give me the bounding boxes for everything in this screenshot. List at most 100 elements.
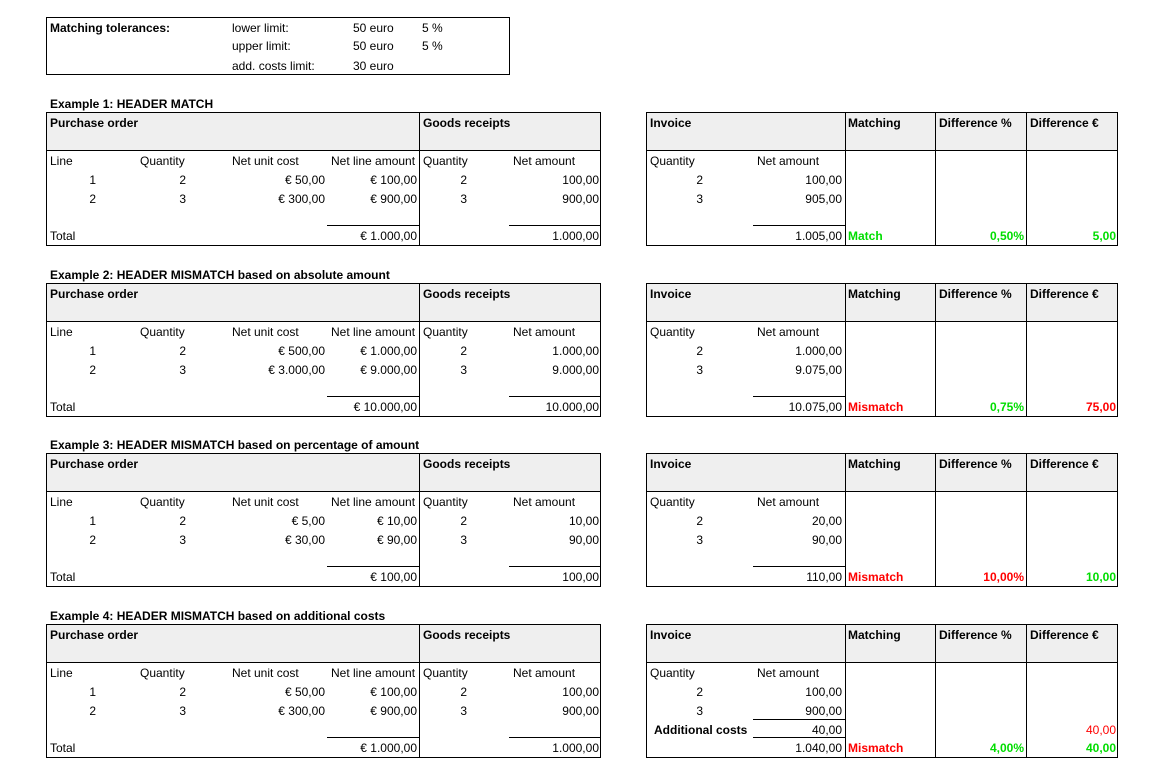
quantity-col-header: Quantity bbox=[140, 154, 185, 168]
po-quantity: 3 bbox=[179, 533, 186, 547]
col-divider bbox=[1026, 453, 1027, 587]
matching-result: Mismatch bbox=[848, 570, 904, 584]
quantity-col-header: Quantity bbox=[140, 325, 185, 339]
tolerance-label: upper limit: bbox=[232, 39, 291, 53]
po-unit-cost: € 30,00 bbox=[284, 533, 325, 547]
col-divider bbox=[935, 283, 936, 417]
col-divider bbox=[845, 453, 846, 587]
inv-sum-line bbox=[753, 396, 845, 397]
po-sum-line bbox=[327, 225, 419, 226]
header-divider bbox=[646, 662, 1118, 663]
gr-net-amount-col-header: Net amount bbox=[513, 666, 576, 680]
header-band bbox=[47, 284, 600, 322]
invoice-box bbox=[646, 624, 1118, 758]
po-line-number: 2 bbox=[89, 704, 96, 718]
difference-eur-value: 10,00 bbox=[1085, 570, 1116, 584]
unit-cost-col-header: Net unit cost bbox=[232, 495, 299, 509]
gr-amount: 900,00 bbox=[562, 704, 599, 718]
col-divider bbox=[1026, 112, 1027, 246]
tolerances-title: Matching tolerances: bbox=[50, 21, 171, 35]
po-sum-line bbox=[327, 737, 419, 738]
col-divider bbox=[935, 112, 936, 246]
header-band bbox=[647, 625, 1117, 663]
quantity-col-header: Quantity bbox=[140, 666, 185, 680]
inv-amount: 100,00 bbox=[805, 173, 842, 187]
po-header: Purchase order bbox=[50, 628, 139, 642]
invoice-header: Invoice bbox=[650, 116, 692, 130]
total-label: Total bbox=[50, 570, 76, 584]
matching-result: Mismatch bbox=[848, 400, 904, 414]
po-quantity: 2 bbox=[179, 514, 186, 528]
inv-amount: 905,00 bbox=[805, 192, 842, 206]
inv-quantity-col-header: Quantity bbox=[650, 666, 695, 680]
gr-sum-line bbox=[509, 396, 601, 397]
po-line-number: 1 bbox=[89, 514, 96, 528]
line-amount-col-header: Net line amount bbox=[331, 154, 416, 168]
invoice-header: Invoice bbox=[650, 287, 692, 301]
gr-sum-line bbox=[509, 566, 601, 567]
header-divider bbox=[46, 491, 601, 492]
inv-quantity: 2 bbox=[696, 344, 703, 358]
po-unit-cost: € 3.000,00 bbox=[268, 363, 325, 377]
inv-net-amount-col-header: Net amount bbox=[757, 154, 820, 168]
gr-total: 1.000,00 bbox=[552, 741, 599, 755]
difference-eur-value: 40,00 bbox=[1085, 741, 1116, 755]
po-header: Purchase order bbox=[50, 287, 139, 301]
gr-net-amount-col-header: Net amount bbox=[513, 325, 576, 339]
po-quantity: 2 bbox=[179, 685, 186, 699]
tolerances-box bbox=[46, 17, 510, 75]
inv-total: 110,00 bbox=[806, 570, 842, 584]
po-line-amount: € 900,00 bbox=[370, 704, 417, 718]
header-band bbox=[47, 113, 600, 151]
header-band bbox=[647, 284, 1117, 322]
po-quantity: 3 bbox=[179, 704, 186, 718]
gr-sum-line bbox=[509, 225, 601, 226]
header-band bbox=[47, 454, 600, 492]
gr-quantity: 2 bbox=[460, 173, 467, 187]
difference-pct-value: 10,00% bbox=[983, 570, 1024, 584]
inv-amount: 900,00 bbox=[805, 704, 842, 718]
difference-pct-header: Difference % bbox=[939, 628, 1012, 642]
tolerance-amount: 30 euro bbox=[353, 59, 394, 73]
gr-quantity: 3 bbox=[460, 363, 467, 377]
gr-quantity-col-header: Quantity bbox=[423, 154, 468, 168]
line-col-header: Line bbox=[50, 154, 73, 168]
po-sum-line bbox=[327, 396, 419, 397]
po-gr-box bbox=[46, 112, 601, 246]
tolerance-amount: 50 euro bbox=[353, 21, 394, 35]
inv-quantity-col-header: Quantity bbox=[650, 154, 695, 168]
gr-quantity-col-header: Quantity bbox=[423, 666, 468, 680]
gr-amount: 100,00 bbox=[562, 685, 599, 699]
additional-costs-amount: 40,00 bbox=[811, 723, 842, 737]
col-divider bbox=[845, 624, 846, 758]
tolerance-label: add. costs limit: bbox=[232, 59, 315, 73]
total-label: Total bbox=[50, 400, 76, 414]
po-gr-divider bbox=[419, 453, 420, 587]
line-amount-col-header: Net line amount bbox=[331, 325, 416, 339]
po-unit-cost: € 500,00 bbox=[278, 344, 325, 358]
gr-quantity-col-header: Quantity bbox=[423, 495, 468, 509]
col-divider bbox=[935, 624, 936, 758]
gr-quantity: 3 bbox=[460, 533, 467, 547]
po-quantity: 2 bbox=[179, 344, 186, 358]
total-label: Total bbox=[50, 229, 76, 243]
matching-header: Matching bbox=[848, 628, 901, 642]
po-gr-box bbox=[46, 624, 601, 758]
inv-quantity: 3 bbox=[696, 192, 703, 206]
po-line-number: 1 bbox=[89, 344, 96, 358]
po-line-amount: € 900,00 bbox=[370, 192, 417, 206]
po-line-number: 2 bbox=[89, 192, 96, 206]
gr-amount: 1.000,00 bbox=[552, 344, 599, 358]
gr-quantity: 2 bbox=[460, 514, 467, 528]
line-amount-col-header: Net line amount bbox=[331, 666, 416, 680]
po-total: € 1.000,00 bbox=[360, 741, 417, 755]
po-unit-cost: € 300,00 bbox=[278, 192, 325, 206]
gr-quantity: 2 bbox=[460, 344, 467, 358]
difference-eur-header: Difference € bbox=[1030, 457, 1099, 471]
difference-eur-header: Difference € bbox=[1030, 628, 1099, 642]
po-header: Purchase order bbox=[50, 116, 139, 130]
col-divider bbox=[845, 283, 846, 417]
line-col-header: Line bbox=[50, 325, 73, 339]
header-divider bbox=[46, 321, 601, 322]
po-line-number: 2 bbox=[89, 533, 96, 547]
